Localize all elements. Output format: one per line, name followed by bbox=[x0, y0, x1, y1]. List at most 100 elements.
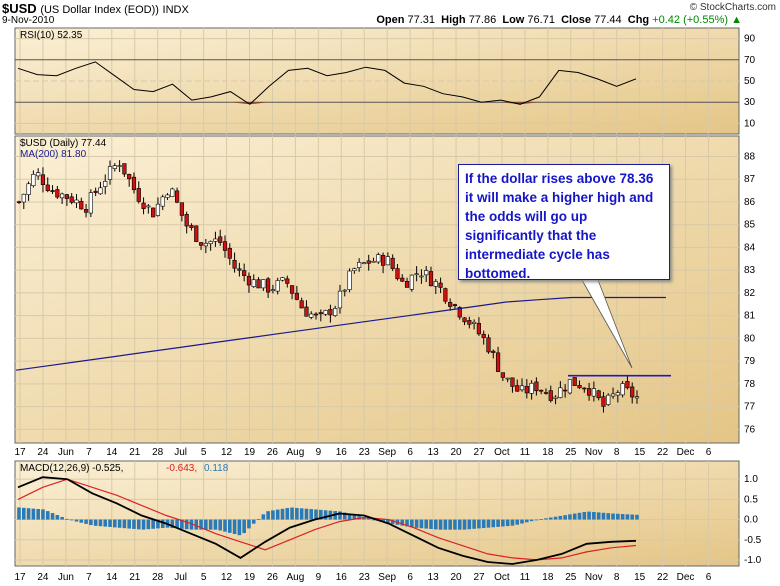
price-candle bbox=[539, 389, 544, 392]
price-candle bbox=[74, 199, 79, 204]
price-candle bbox=[333, 308, 338, 316]
price-candle bbox=[55, 189, 60, 198]
price-candle bbox=[481, 333, 486, 339]
macd-histogram-bar bbox=[419, 519, 424, 529]
price-candle bbox=[222, 241, 228, 251]
price-candle bbox=[251, 279, 256, 287]
price-candle bbox=[93, 190, 98, 193]
macd-histogram-bar bbox=[103, 519, 108, 527]
macd-histogram-bar bbox=[433, 519, 438, 530]
x-tick-label: 13 bbox=[428, 447, 440, 458]
x-tick-label: 25 bbox=[565, 447, 577, 458]
macd-histogram-bar bbox=[218, 519, 223, 531]
price-candle bbox=[26, 183, 31, 195]
price-candle bbox=[69, 196, 74, 203]
price-candle bbox=[472, 321, 477, 324]
price-candle bbox=[385, 256, 390, 266]
price-candle bbox=[615, 392, 620, 396]
macd-histogram-bar bbox=[74, 519, 79, 522]
price-candle bbox=[275, 280, 280, 292]
price-candle bbox=[414, 273, 419, 276]
macd-histogram-bar bbox=[309, 509, 314, 520]
macd-histogram-bar bbox=[620, 514, 625, 520]
macd-histogram-bar bbox=[60, 516, 64, 520]
x-tick-label: 11 bbox=[520, 447, 531, 458]
price-candle bbox=[64, 194, 70, 199]
macd-histogram-bar bbox=[366, 518, 371, 520]
macd-histogram-bar bbox=[596, 512, 601, 520]
ma-label: MA(200) 81.80 bbox=[20, 149, 87, 160]
price-candle bbox=[400, 277, 405, 282]
macd-histogram-bar bbox=[515, 519, 520, 525]
ohlc-summary: Open 77.31 High 77.86 Low 76.71 Close 77… bbox=[376, 14, 742, 26]
x-tick-label: 8 bbox=[614, 572, 620, 583]
price-candle bbox=[342, 289, 347, 292]
macd-histogram-bar bbox=[410, 519, 414, 528]
price-candle bbox=[194, 225, 199, 242]
price-candle bbox=[141, 202, 146, 210]
macd-histogram-bar bbox=[505, 519, 510, 527]
macd-histogram-bar bbox=[625, 514, 630, 520]
price-tick-label: 80 bbox=[744, 333, 756, 344]
macd-tick-label: 1.0 bbox=[744, 474, 758, 485]
macd-histogram-bar bbox=[108, 519, 112, 527]
price-candle bbox=[36, 172, 41, 177]
x-tick-label: 14 bbox=[106, 447, 118, 458]
price-candle bbox=[572, 377, 577, 386]
x-tick-label: 23 bbox=[359, 572, 371, 583]
x-tick-label: 14 bbox=[106, 572, 118, 583]
price-candle bbox=[510, 377, 515, 387]
x-tick-label: Jul bbox=[174, 447, 187, 458]
x-tick-label: 16 bbox=[336, 572, 348, 583]
price-candle bbox=[601, 396, 606, 407]
macd-histogram-bar bbox=[160, 519, 165, 529]
price-candle bbox=[558, 387, 563, 398]
macd-histogram-bar bbox=[295, 507, 299, 520]
x-tick-label: 23 bbox=[359, 447, 371, 458]
macd-histogram-bar bbox=[548, 517, 553, 520]
price-candle bbox=[491, 350, 496, 353]
price-candle bbox=[232, 259, 237, 269]
price-candle bbox=[495, 352, 501, 372]
macd-hist-label: 0.118 bbox=[204, 463, 229, 474]
price-label: $USD (Daily) 77.44 bbox=[20, 138, 107, 149]
x-tick-label: Jun bbox=[58, 572, 74, 583]
x-tick-label: 8 bbox=[614, 447, 620, 458]
macd-histogram-bar bbox=[448, 519, 452, 530]
macd-histogram-bar bbox=[472, 519, 476, 529]
macd-histogram-bar bbox=[553, 516, 558, 520]
price-candle bbox=[625, 381, 630, 389]
price-candle bbox=[127, 174, 132, 180]
x-tick-label: Dec bbox=[677, 447, 695, 458]
macd-histogram-bar bbox=[544, 518, 548, 520]
price-candle bbox=[548, 390, 553, 401]
price-candle bbox=[577, 385, 582, 389]
price-candle bbox=[323, 310, 328, 315]
macd-histogram-bar bbox=[132, 519, 136, 529]
x-tick-label: Jun bbox=[58, 447, 74, 458]
price-candle bbox=[165, 194, 170, 198]
macd-histogram-bar bbox=[113, 519, 117, 528]
price-candle bbox=[189, 225, 194, 228]
x-tick-label: 5 bbox=[201, 447, 207, 458]
macd-histogram-bar bbox=[457, 519, 462, 530]
price-candle bbox=[582, 387, 587, 390]
price-candle bbox=[170, 188, 175, 197]
chart-header: $USD (US Dollar Index (EOD)) INDX 9-Nov-… bbox=[0, 0, 780, 26]
macd-histogram-bar bbox=[31, 508, 36, 520]
macd-histogram-bar bbox=[175, 519, 179, 529]
macd-histogram-bar bbox=[69, 519, 74, 521]
macd-histogram-bar bbox=[98, 519, 103, 527]
price-candle bbox=[198, 242, 204, 246]
rsi-tick-label: 70 bbox=[744, 55, 756, 66]
price-candle bbox=[361, 262, 367, 265]
macd-tick-label: 0.0 bbox=[744, 515, 758, 526]
price-candle bbox=[376, 254, 381, 263]
price-candle bbox=[208, 241, 213, 244]
macd-histogram-bar bbox=[17, 507, 21, 520]
x-tick-label: 7 bbox=[86, 572, 92, 583]
macd-histogram-bar bbox=[237, 519, 242, 536]
x-tick-label: Nov bbox=[585, 572, 603, 583]
macd-histogram-bar bbox=[117, 519, 122, 528]
x-tick-label: 19 bbox=[244, 447, 256, 458]
